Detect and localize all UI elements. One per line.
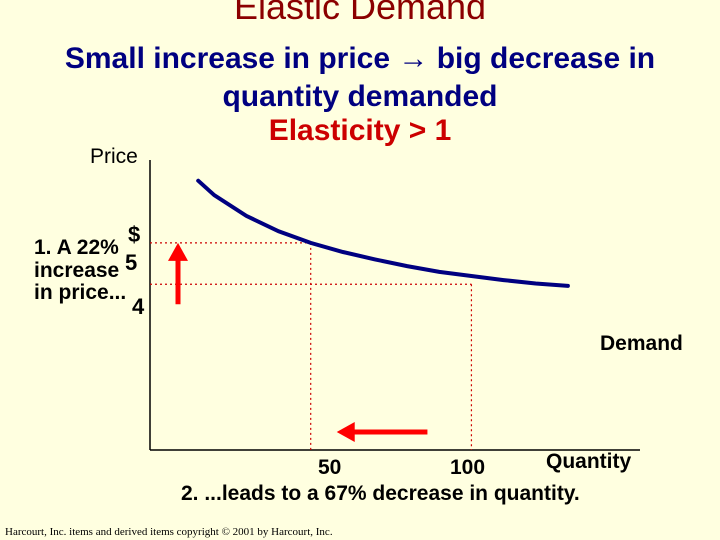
quantity-decrease-arrow-head (336, 422, 355, 442)
subtitle-line-2: quantity demanded (222, 80, 498, 113)
x-tick-label-100: 100 (450, 456, 486, 479)
demand-curve (196, 178, 570, 288)
x-axis-label: Quantity (546, 450, 632, 473)
y-unit-label: $ (128, 222, 141, 247)
price-change-note-line-1: 1. A 22% (34, 236, 119, 259)
y-tick-label-5: 5 (125, 250, 138, 275)
subtitle-line-1: Small increase in price → big decrease i… (64, 42, 656, 75)
x-tick-label-50: 50 (318, 456, 342, 479)
y-axis-label: Price (90, 145, 138, 168)
price-increase-arrow-head (168, 242, 188, 261)
price-change-note-line-2: increase (34, 259, 120, 282)
copyright-notice: Harcourt, Inc. items and derived items c… (5, 526, 333, 538)
elasticity-label: Elasticity > 1 (268, 114, 452, 147)
chart-title: Elastic Demand (233, 0, 487, 27)
y-tick-label-4: 4 (132, 294, 145, 319)
price-change-note-line-3: in price... (34, 281, 127, 304)
quantity-change-note: 2. ...leads to a 67% decrease in quantit… (181, 482, 580, 505)
demand-curve-label: Demand (600, 332, 683, 355)
